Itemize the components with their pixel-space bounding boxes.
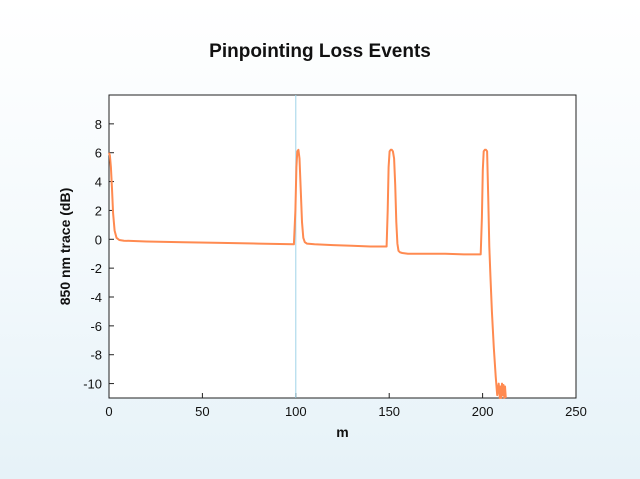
trace-series-line [108, 148, 507, 399]
y-tick-label: 8 [95, 117, 102, 132]
x-tick-label: 150 [378, 404, 400, 419]
y-tick-label: -2 [90, 261, 102, 276]
y-tick-label: -8 [90, 348, 102, 363]
plot-area [108, 94, 577, 399]
x-tick-label: 200 [472, 404, 494, 419]
x-tick-label: 250 [565, 404, 587, 419]
y-axis-title: 850 nm trace (dB) [57, 188, 73, 305]
x-tick-label: 100 [285, 404, 307, 419]
y-tick-label: -4 [90, 290, 102, 305]
x-tick-label: 0 [105, 404, 112, 419]
x-axis-title: m [336, 424, 348, 440]
y-tick-label: -10 [83, 377, 102, 392]
y-tick-label: -6 [90, 319, 102, 334]
x-tick-label: 50 [195, 404, 209, 419]
y-tick-label: 4 [95, 175, 102, 190]
y-tick-label: 6 [95, 146, 102, 161]
y-tick-label: 0 [95, 232, 102, 247]
chart-title: Pinpointing Loss Events [209, 41, 431, 62]
y-tick-label: 2 [95, 203, 102, 218]
